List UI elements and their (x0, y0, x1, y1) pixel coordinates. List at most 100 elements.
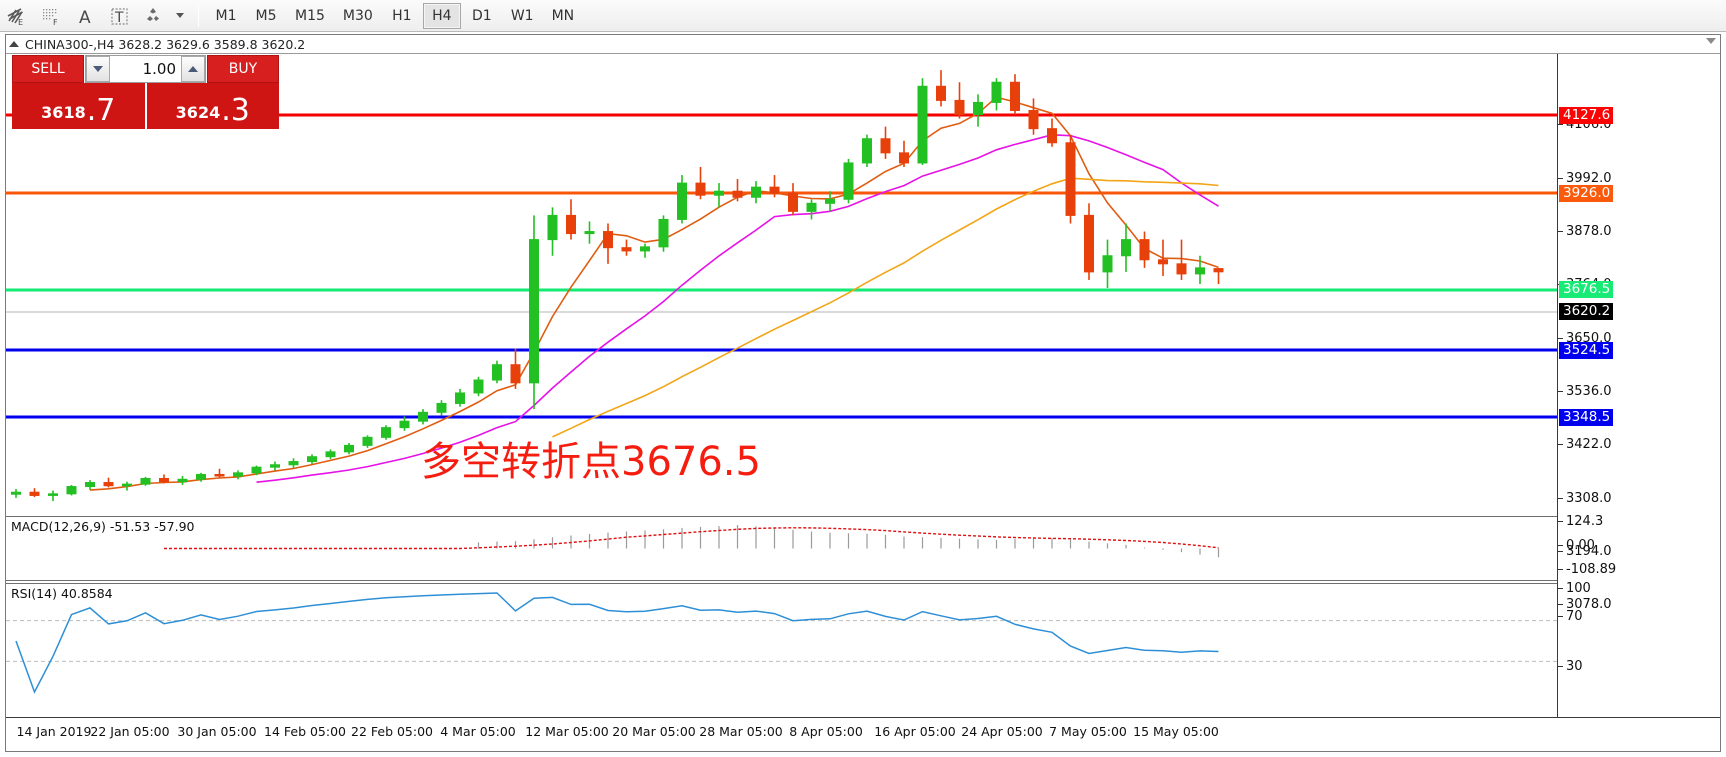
buy-button[interactable]: BUY (207, 55, 279, 83)
indicators-icon[interactable]: E (0, 1, 34, 31)
rsi-tick: 100 (1558, 581, 1591, 596)
price-axis[interactable]: 4106.03992.03878.03764.03650.03536.03422… (1557, 54, 1720, 718)
timeframe-button-d1[interactable]: D1 (471, 7, 492, 24)
candlestick (418, 409, 428, 425)
candlestick (1028, 98, 1039, 135)
time-tick: 28 Mar 05:00 (699, 724, 783, 739)
candlestick (362, 435, 373, 448)
rsi-pane[interactable]: RSI(14) 40.8584 (6, 583, 1558, 699)
tick-value: -108.89 (1566, 562, 1617, 577)
tick-mark (1558, 178, 1563, 179)
candlestick (788, 183, 798, 216)
price-tick: 3992.0 (1558, 171, 1612, 186)
timeframe-button-m15[interactable]: M15 (295, 7, 325, 24)
rsi-tick: 70 (1558, 609, 1583, 624)
price-level-label[interactable]: 3524.5 (1559, 342, 1614, 359)
tick-mark (1558, 231, 1563, 232)
tick-mark (1558, 569, 1563, 570)
timeframe-button-h1[interactable]: H1 (392, 7, 412, 24)
periodicity-icon[interactable]: F (34, 1, 68, 31)
tick-mark (1558, 666, 1563, 667)
timeframe-button-h4[interactable]: H4 (422, 2, 461, 29)
candlestick (732, 179, 743, 202)
candlestick (880, 126, 891, 159)
tick-mark (1558, 616, 1563, 617)
toolbar-divider (198, 4, 199, 27)
timeframe-button-m30[interactable]: M30 (342, 7, 373, 24)
tick-mark (1558, 521, 1563, 522)
collapse-triangle-icon[interactable] (9, 41, 19, 47)
price-level-label[interactable]: 3676.5 (1559, 281, 1614, 298)
candlestick (325, 449, 336, 460)
candlestick (769, 175, 780, 198)
timeframe-button-mn[interactable]: MN (551, 7, 575, 24)
candlestick (714, 183, 724, 208)
candlestick (1176, 239, 1187, 280)
candlestick (48, 490, 58, 502)
candlestick (1065, 134, 1076, 224)
text-label-icon[interactable]: A (68, 1, 102, 31)
price-pane[interactable]: 多空转折点3676.5 (6, 54, 1558, 514)
time-tick: 15 May 05:00 (1133, 724, 1219, 739)
candlestick (344, 442, 354, 455)
candlestick (677, 175, 687, 224)
volume-decrease-button[interactable] (86, 56, 110, 82)
candlestick (1102, 239, 1113, 289)
time-tick: 14 Jan 2019 (16, 724, 92, 739)
timeframe-button-m5[interactable]: M5 (255, 7, 277, 24)
timeframe-button-w1[interactable]: W1 (510, 7, 534, 24)
svg-text:F: F (53, 18, 58, 27)
timeframe-button-m1[interactable]: M1 (215, 7, 237, 24)
price-tick: 3878.0 (1558, 224, 1612, 239)
time-tick: 16 Apr 05:00 (874, 724, 956, 739)
chart-scroll-arrow-icon[interactable] (1706, 38, 1716, 44)
candlestick (196, 472, 206, 482)
time-tick: 7 May 05:00 (1049, 724, 1127, 739)
candlestick (455, 388, 465, 407)
text-box-icon[interactable]: T (102, 1, 136, 31)
price-level-label[interactable]: 3348.5 (1559, 409, 1614, 426)
price-tick: 3422.0 (1558, 437, 1612, 452)
price-level-label[interactable]: 3620.2 (1559, 303, 1614, 320)
volume-value[interactable]: 1.00 (142, 60, 176, 78)
chevron-down-icon[interactable] (170, 1, 190, 31)
candlestick (954, 82, 965, 119)
volume-stepper[interactable]: 1.00 (85, 55, 206, 83)
rsi-chart-canvas (6, 592, 1558, 694)
buy-price-integer: 3624 (175, 103, 221, 122)
chart-title-text: CHINA300-,H4 3628.2 3629.6 3589.8 3620.2 (25, 36, 306, 52)
candlestick (899, 140, 909, 167)
objects-icon[interactable] (136, 1, 170, 31)
oct-price-row: 3618 .7 3624 .3 (12, 83, 279, 129)
rsi-label: RSI(14) 40.8584 (11, 586, 113, 601)
candlestick (547, 207, 558, 256)
sell-button[interactable]: SELL (12, 55, 84, 83)
sell-price-button[interactable]: 3618 .7 (12, 83, 147, 129)
buy-price-button[interactable]: 3624 .3 (146, 83, 279, 129)
candlestick (1139, 231, 1150, 268)
one-click-trading-panel[interactable]: SELL 1.00 BUY 3618 .7 3624 .3 (12, 55, 279, 129)
rsi-tick: 30 (1558, 659, 1583, 674)
price-level-label[interactable]: 3926.0 (1559, 185, 1614, 202)
tick-mark (1558, 604, 1563, 605)
candlestick (529, 215, 539, 410)
price-level-label[interactable]: 4127.6 (1559, 107, 1614, 124)
candlestick (29, 488, 40, 498)
candlestick (233, 470, 243, 480)
time-axis[interactable]: 14 Jan 2019 22 Jan 05:00 30 Jan 05:00 14 Fe… (6, 717, 1720, 751)
macd-pane[interactable]: MACD(12,26,9) -51.53 -57.90 (6, 516, 1558, 581)
candlestick (695, 166, 706, 200)
tick-value: 0.00 (1566, 538, 1595, 553)
candlestick (1010, 74, 1020, 115)
tick-value: 3878.0 (1566, 224, 1612, 239)
candlestick (251, 465, 262, 476)
main-toolbar: E F A T (0, 0, 1726, 32)
rsi-line (15, 592, 1219, 694)
price-tick: 3536.0 (1558, 384, 1612, 399)
candlestick (140, 476, 151, 486)
candlestick (825, 191, 835, 212)
tick-mark (1558, 124, 1563, 125)
volume-increase-button[interactable] (181, 56, 205, 82)
candlestick (122, 481, 132, 491)
candlestick (973, 94, 983, 127)
